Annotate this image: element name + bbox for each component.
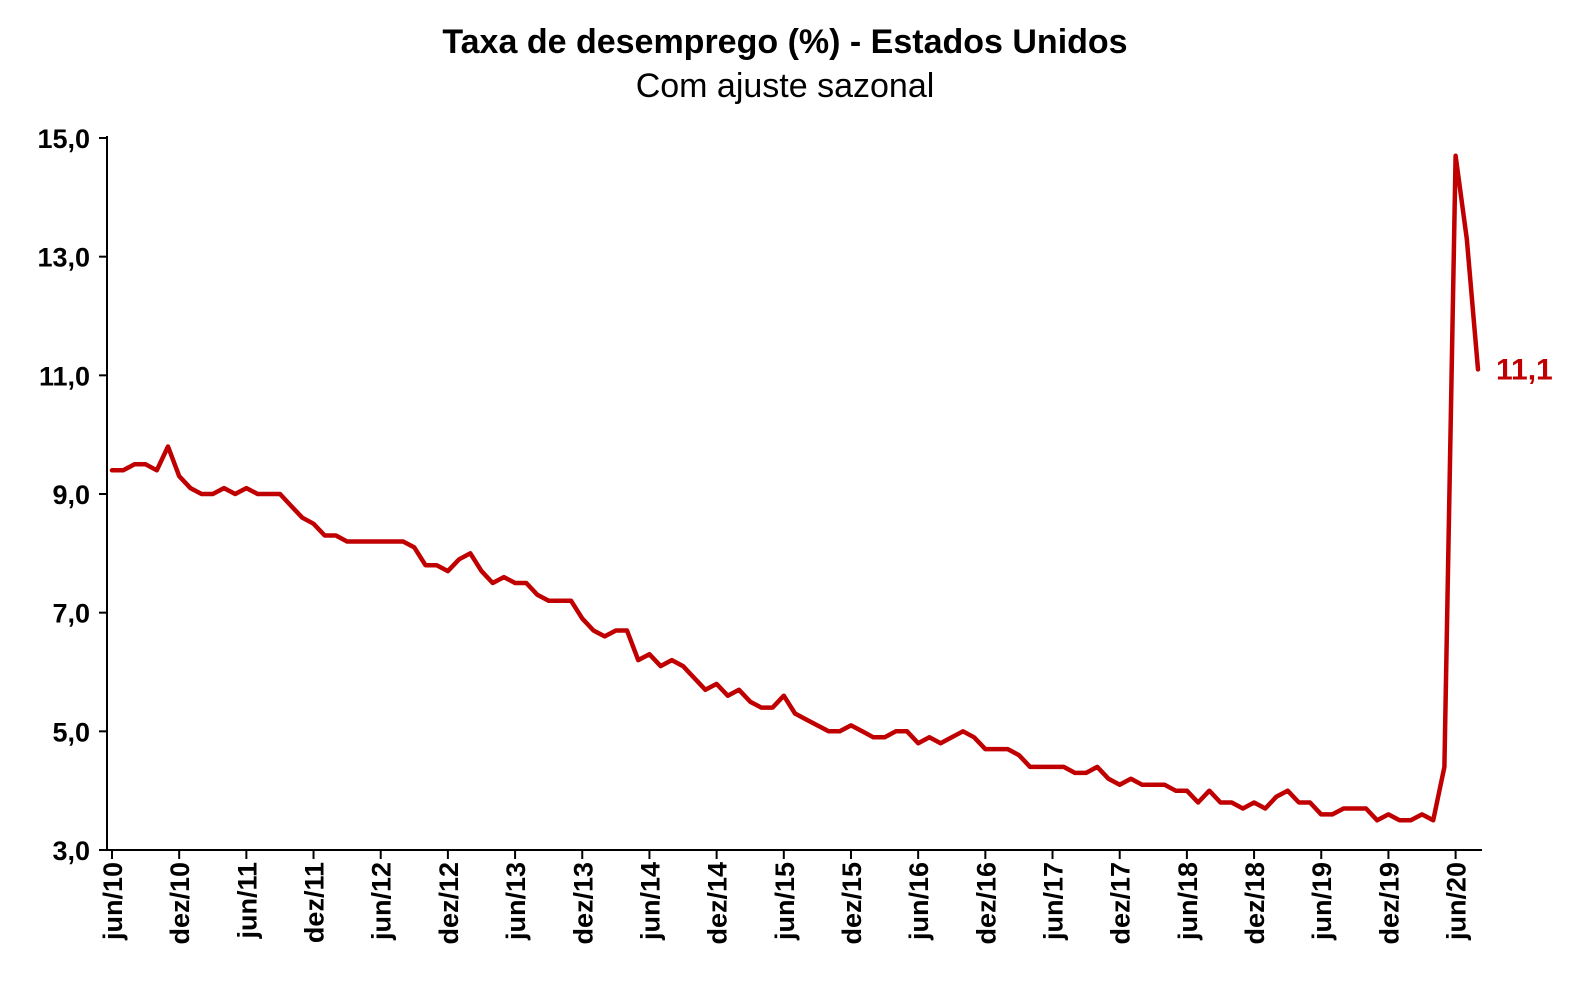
x-tick-label: jun/19 (1307, 862, 1337, 941)
x-tick-label: jun/20 (1442, 862, 1472, 941)
end-value-label: 11,1 (1496, 353, 1553, 386)
x-tick-label: dez/16 (971, 862, 1001, 945)
x-tick-label: jun/14 (635, 862, 665, 941)
y-tick-label: 5,0 (52, 717, 90, 747)
x-tick-label: dez/13 (568, 862, 598, 945)
x-tick-label: jun/13 (501, 862, 531, 941)
y-tick-label: 3,0 (52, 836, 90, 866)
x-tick-label: dez/19 (1374, 862, 1404, 945)
x-axis: jun/10 dez/10 jun/11 dez/11 jun/12 dez/12 jun/… (98, 849, 1482, 945)
series-line-desemprego (109, 153, 1481, 823)
chart-subtitle: Com ajuste sazonal (636, 67, 935, 105)
y-tick-label: 9,0 (52, 480, 90, 510)
x-tick-label: jun/17 (1039, 862, 1069, 941)
x-tick-label: dez/14 (703, 862, 733, 945)
x-tick-label: jun/12 (367, 862, 397, 941)
x-tick-label: dez/17 (1106, 862, 1136, 945)
x-tick-label: dez/15 (837, 862, 867, 945)
y-tick-label: 11,0 (39, 361, 90, 391)
x-tick-label: dez/12 (434, 862, 464, 945)
y-axis: 3,0 5,0 7,0 9,0 11,0 13,0 15,0 (37, 124, 108, 866)
x-tick-label: jun/16 (904, 862, 934, 941)
y-tick-label: 7,0 (52, 599, 90, 629)
x-tick-label: jun/11 (232, 862, 262, 940)
x-tick-label: jun/18 (1173, 862, 1203, 941)
x-tick-label: dez/18 (1240, 862, 1270, 945)
x-tick-label: jun/15 (770, 862, 800, 941)
y-tick-label: 13,0 (37, 243, 90, 273)
x-tick-label: dez/11 (300, 862, 330, 943)
chart-title: Taxa de desemprego (%) - Estados Unidos (442, 23, 1127, 61)
x-tick-label: jun/10 (98, 862, 128, 941)
series-layer: 11,1 (109, 153, 1553, 823)
x-tick-label: dez/10 (165, 862, 195, 945)
y-tick-label: 15,0 (37, 124, 90, 154)
